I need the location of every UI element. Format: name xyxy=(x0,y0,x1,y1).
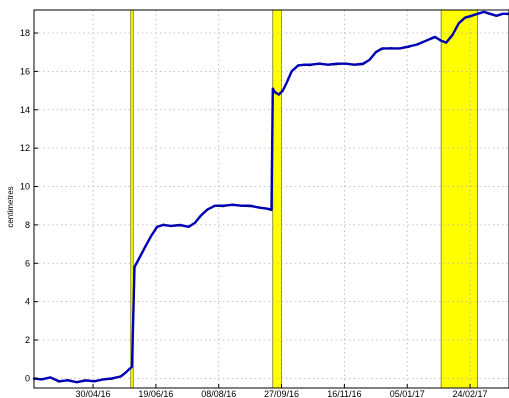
series-lines xyxy=(32,10,509,384)
highlight-span-2 xyxy=(440,9,478,389)
y-tick-label-1: 2 xyxy=(25,335,30,345)
y-tick-label-9: 18 xyxy=(20,28,30,38)
x-tick-label-4: 16/11/16 xyxy=(327,389,361,398)
highlight-span-1 xyxy=(272,9,282,389)
y-tick-label-7: 14 xyxy=(20,105,30,115)
grid-lines xyxy=(34,10,509,388)
x-tick-label-0: 30/04/16 xyxy=(76,389,111,398)
y-tick-label-0: 0 xyxy=(25,373,30,383)
x-tick-label-3: 27/09/16 xyxy=(264,389,299,398)
y-tick-label-4: 8 xyxy=(25,220,30,230)
x-tick-label-1: 19/06/16 xyxy=(138,389,173,398)
x-tick-label-5: 05/01/17 xyxy=(390,389,425,398)
y-tick-label-5: 10 xyxy=(20,182,30,192)
y-tick-label-3: 6 xyxy=(25,258,30,268)
y-tick-label-2: 4 xyxy=(25,297,30,307)
highlight-spans xyxy=(130,9,478,389)
x-tick-label-6: 24/02/17 xyxy=(453,389,488,398)
y-tick-label-6: 12 xyxy=(20,143,30,153)
x-tick-label-2: 08/08/16 xyxy=(201,389,236,398)
axis-ticks: 0 2 4 6 8 10 12 14 16 18 30/04/16 19/06/16 08/08/16 2… xyxy=(20,28,488,398)
y-tick-label-8: 16 xyxy=(20,66,30,76)
series-line-0 xyxy=(32,10,509,384)
y-axis-label: centimetres xyxy=(6,186,15,227)
plot-frame xyxy=(33,9,509,389)
